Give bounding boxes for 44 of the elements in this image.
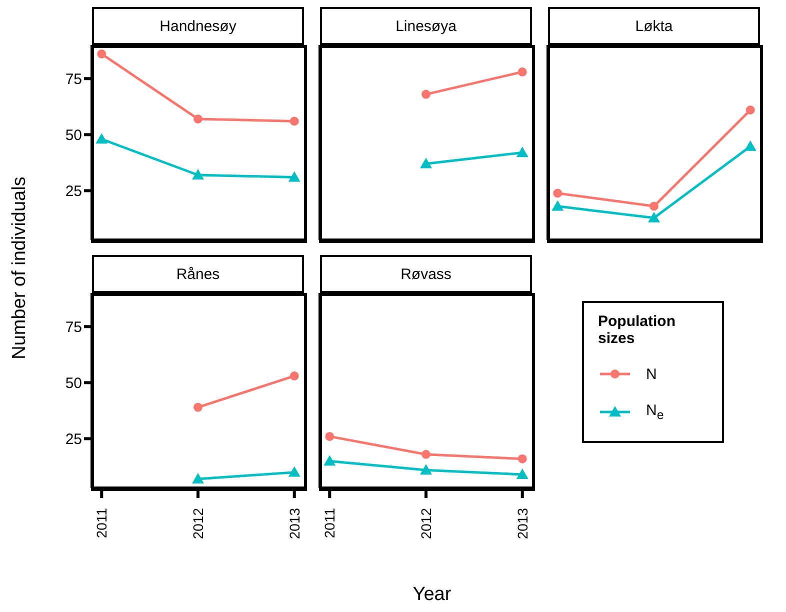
y-tick-label: 25 [65,183,82,200]
point [518,454,527,464]
y-axis-title: Number of individuals [9,176,31,360]
chart-title: Løkta [548,7,760,45]
x-tick-label: 2013 [514,508,530,540]
legend-label: N$_{e}$ [646,402,664,422]
chart-title: Linesøya [320,7,532,45]
legend-title: Population sizes [598,313,676,347]
point [96,133,108,144]
point [290,116,299,126]
point [422,90,430,99]
y-tick-label: 25 [65,431,82,448]
x-tick-label: 2012 [190,508,206,540]
y-tick-label: 50 [65,374,82,392]
point [648,212,660,222]
x-tick-label: 2011 [322,508,338,538]
y-tick-label: 75 [65,70,82,88]
chart-title: Handnesøy [92,7,304,45]
point [192,169,204,180]
point [744,140,756,151]
chart-title: Rånes [92,255,304,293]
legend-label: N [646,366,657,382]
point [422,450,430,459]
x-tick-label: 2011 [94,508,110,538]
point [518,67,527,76]
point [516,468,528,480]
point [194,402,202,412]
point [552,200,564,211]
point [324,455,336,466]
point [97,49,106,58]
point [290,371,299,380]
point [746,106,755,114]
x-axis-title: Year [412,584,452,606]
x-tick-label: 2013 [286,508,302,540]
point [553,188,562,198]
point [420,464,432,475]
x-tick-label: 2012 [418,508,434,540]
point [325,432,334,441]
point [288,171,300,182]
point [650,202,658,211]
y-tick-label: 50 [65,126,82,144]
y-tick-label: 75 [65,318,82,336]
point [194,114,202,124]
chart-title: Røvass [320,255,532,293]
